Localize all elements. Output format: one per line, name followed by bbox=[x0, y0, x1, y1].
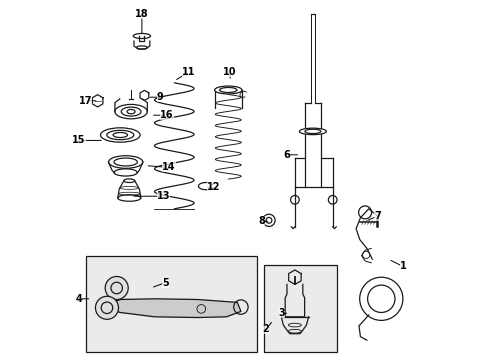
Text: 16: 16 bbox=[160, 110, 174, 120]
Text: 10: 10 bbox=[223, 67, 236, 77]
Text: 5: 5 bbox=[162, 278, 168, 288]
Text: 15: 15 bbox=[72, 135, 85, 145]
Ellipse shape bbox=[214, 86, 242, 94]
Text: 11: 11 bbox=[182, 67, 195, 77]
Text: 12: 12 bbox=[207, 182, 220, 192]
Text: 7: 7 bbox=[373, 211, 380, 221]
Ellipse shape bbox=[299, 128, 325, 135]
Circle shape bbox=[105, 276, 128, 300]
Text: 8: 8 bbox=[258, 216, 264, 226]
Text: 4: 4 bbox=[75, 294, 82, 304]
Bar bbox=[264, 265, 336, 352]
Text: 6: 6 bbox=[283, 150, 290, 160]
Text: 2: 2 bbox=[262, 324, 268, 334]
Text: 1: 1 bbox=[399, 261, 406, 271]
Polygon shape bbox=[106, 299, 241, 318]
Text: 3: 3 bbox=[278, 308, 285, 318]
Text: 18: 18 bbox=[135, 9, 148, 19]
Text: 13: 13 bbox=[157, 191, 170, 201]
Text: 17: 17 bbox=[79, 96, 92, 106]
Bar bbox=[86, 256, 257, 352]
Text: 14: 14 bbox=[162, 162, 175, 172]
Text: 9: 9 bbox=[156, 92, 163, 102]
Circle shape bbox=[95, 296, 118, 319]
